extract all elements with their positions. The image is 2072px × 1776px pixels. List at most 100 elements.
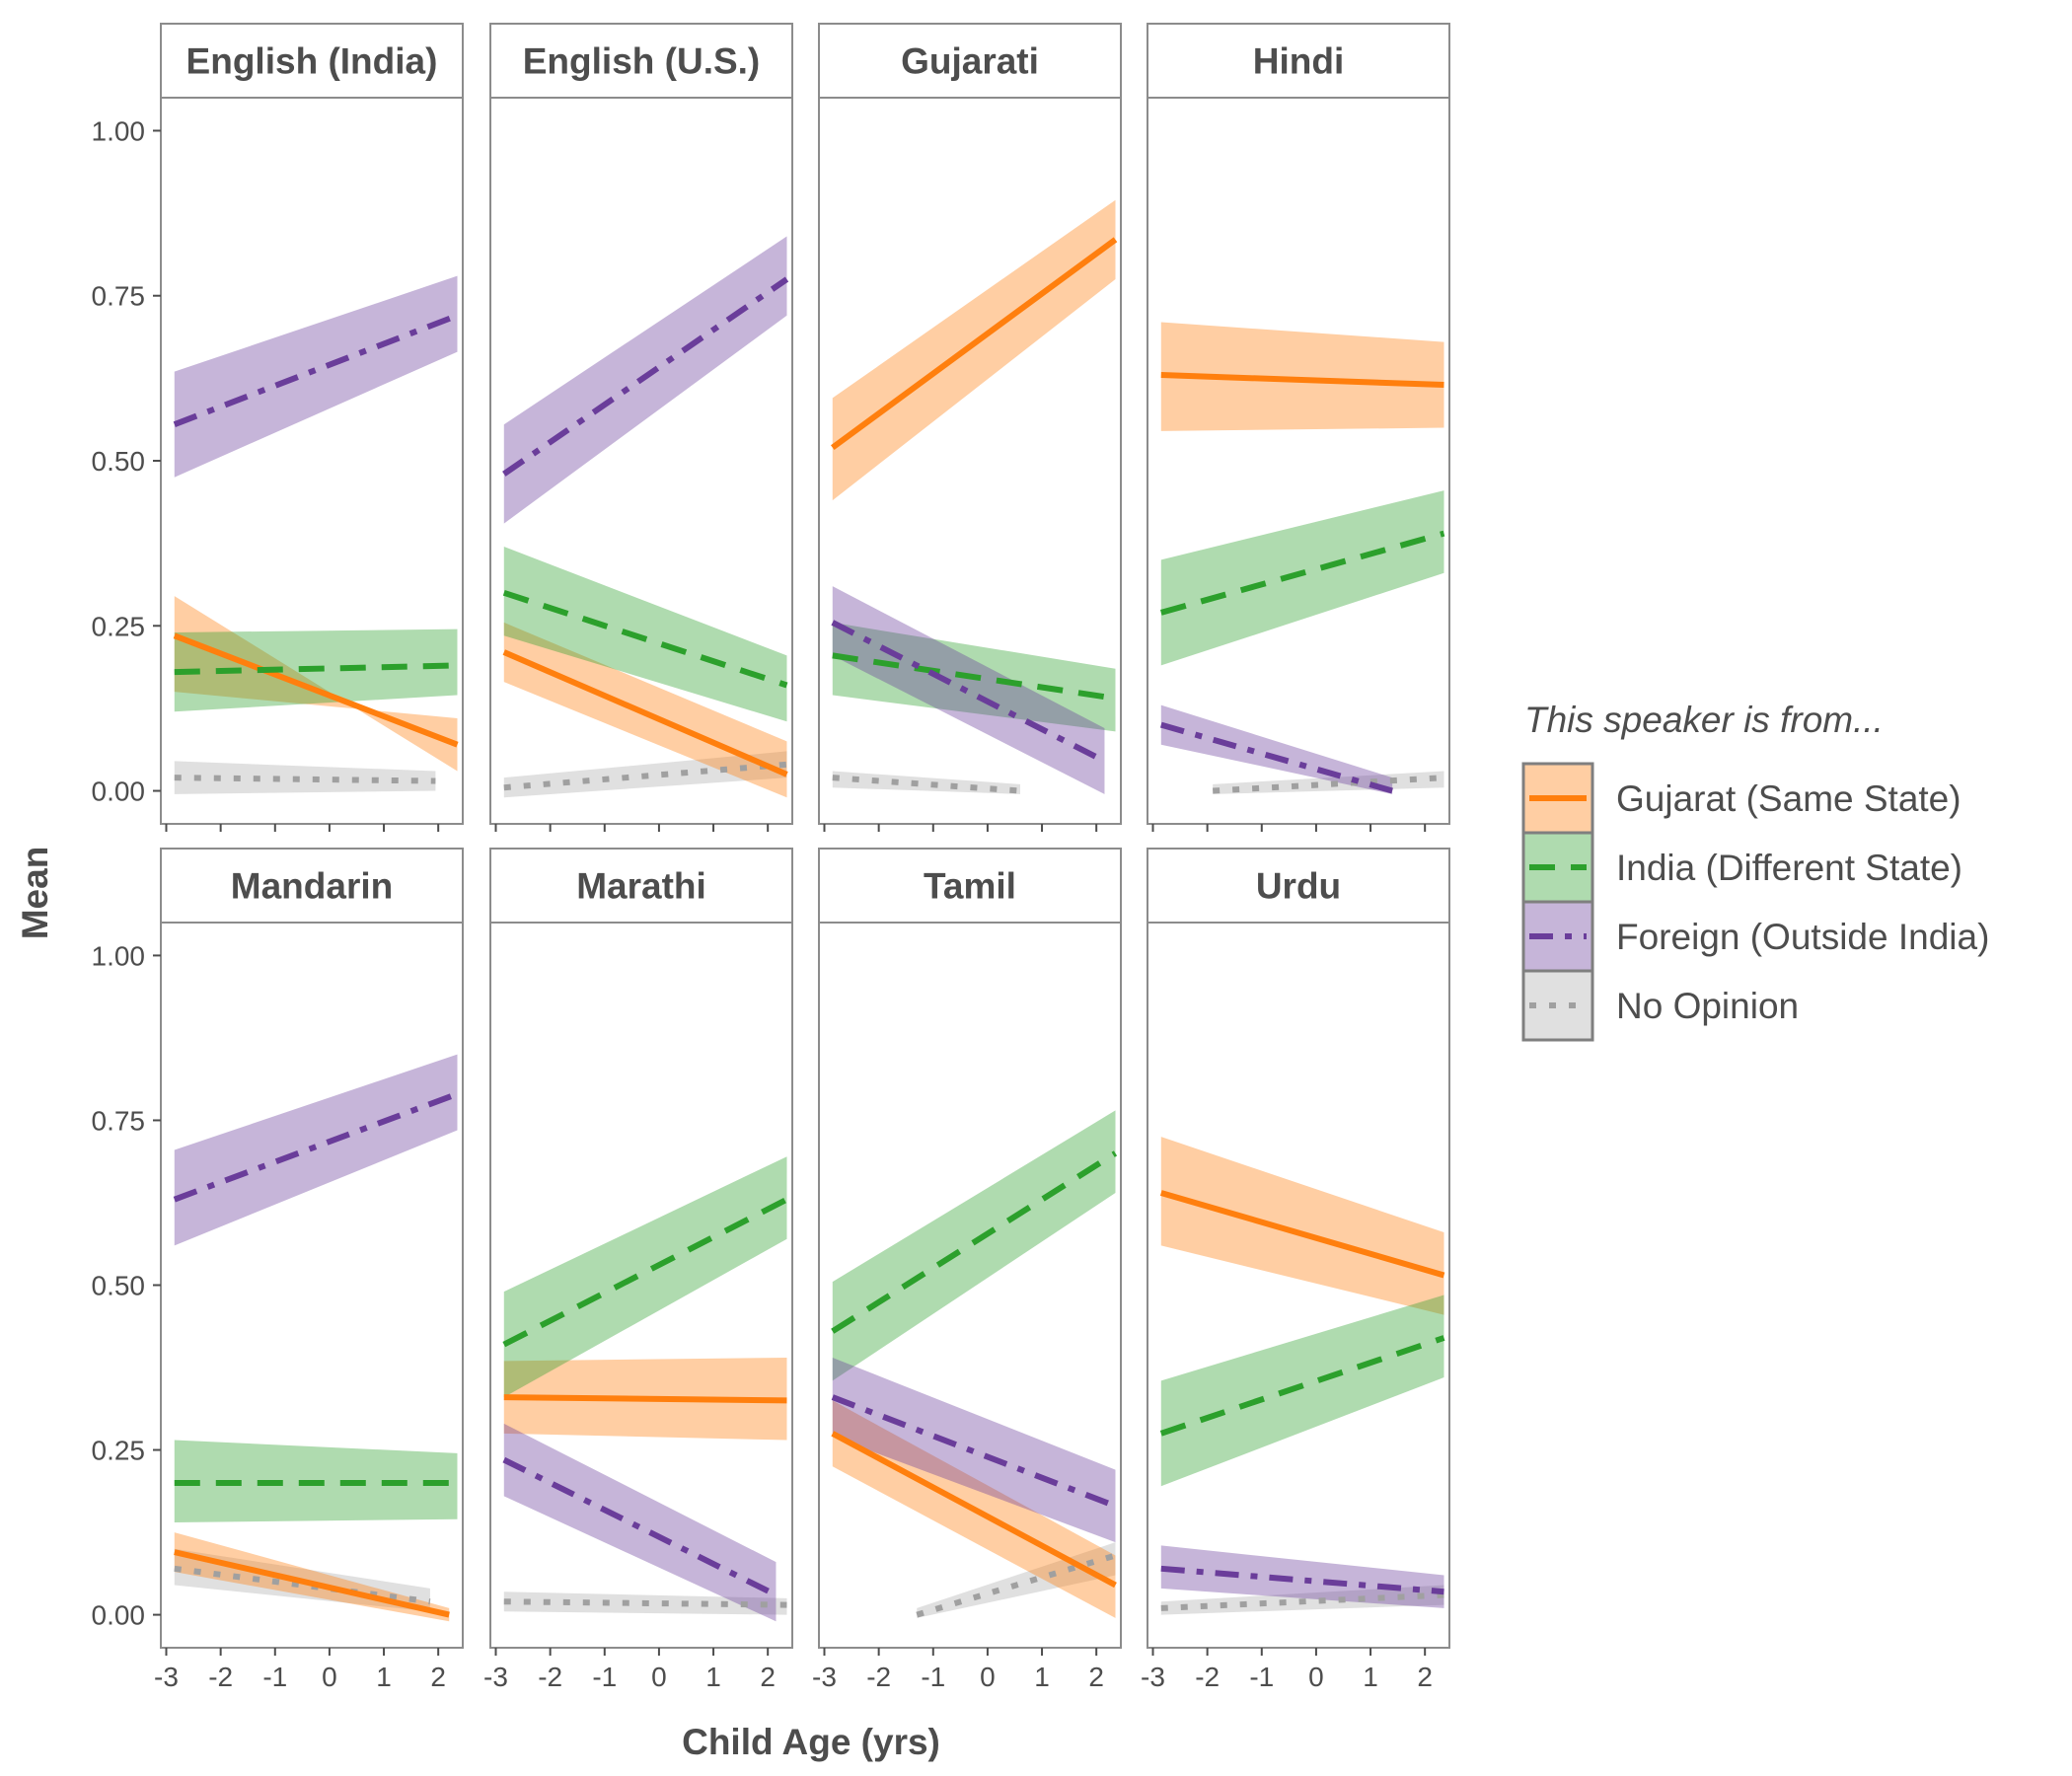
gujarat-confidence-band (503, 622, 787, 798)
x-tick-label: 1 (1034, 1662, 1050, 1692)
y-tick-label: 0.25 (92, 1436, 146, 1466)
panel-content (1159, 1137, 1445, 1615)
india-confidence-band (503, 1156, 787, 1398)
foreign-confidence-band (503, 1423, 777, 1622)
x-tick-label: -2 (208, 1662, 233, 1692)
y-tick-label: 1.00 (92, 940, 146, 971)
foreign-trend-line (831, 620, 1106, 765)
gujarat-trend-line (502, 649, 788, 777)
facet-title: Hindi (1253, 41, 1344, 82)
x-tick-label: -3 (483, 1662, 508, 1692)
facet-title: English (U.S.) (523, 41, 761, 82)
noop-trend-line (503, 1598, 787, 1608)
panel-background (490, 98, 792, 824)
india-confidence-band (503, 546, 787, 722)
legend-item-foreign: Foreign (Outside India) (1521, 900, 1989, 973)
india-confidence-band (832, 1110, 1116, 1381)
x-tick-label: -3 (1141, 1662, 1165, 1692)
india-trend-line (502, 1196, 788, 1348)
gujarat-trend-line (1159, 1190, 1445, 1279)
facet-title: Tamil (924, 866, 1016, 907)
facet-title: English (India) (186, 41, 438, 82)
y-tick-label: 0.25 (92, 611, 146, 641)
x-tick-label: 1 (705, 1662, 721, 1692)
panel-border (818, 97, 1122, 825)
facet-panel: Marathi (489, 848, 793, 1656)
panel-background (161, 923, 463, 1648)
foreign-trend-line (502, 1456, 777, 1598)
facet-strip (818, 848, 1122, 924)
legend-label-foreign: Foreign (Outside India) (1616, 917, 1989, 957)
panels-layer: English (India) English (U.S.) Gujarati Hin… (160, 23, 1450, 1656)
panel-content (173, 1054, 459, 1622)
facet-title: Gujarati (901, 41, 1039, 82)
legend-item-noop: No Opinion (1521, 969, 1799, 1042)
panel-border (1147, 922, 1450, 1649)
y-tick-label: 0.50 (92, 446, 146, 477)
foreign-trend-line (173, 313, 459, 427)
panel-content (1159, 322, 1445, 794)
india-trend-line (832, 652, 1116, 702)
noop-confidence-band (174, 761, 436, 794)
legend-item-gujarat: Gujarat (Same State) (1521, 762, 1961, 835)
panel-background (1147, 98, 1449, 824)
x-tick-label: 1 (376, 1662, 392, 1692)
legend-label-india: India (Different State) (1616, 848, 1962, 888)
legend-label-noop: No Opinion (1616, 986, 1799, 1026)
panel-content (173, 275, 459, 794)
y-tick-label: 0.00 (92, 777, 146, 807)
x-tick-label: -2 (866, 1662, 891, 1692)
facet-title: Mandarin (231, 866, 393, 907)
panel-content (831, 1110, 1118, 1618)
gujarat-confidence-band (1160, 1137, 1444, 1315)
gujarat-confidence-band (174, 596, 458, 772)
facet-strip (160, 23, 464, 99)
y-tick-label: 0.75 (92, 1105, 146, 1136)
panel-border (1147, 97, 1450, 825)
panel-background (490, 923, 792, 1648)
x-tick-label: -3 (154, 1662, 179, 1692)
x-tick-label: 2 (430, 1662, 446, 1692)
x-tick-label: -1 (262, 1662, 287, 1692)
panel-content (831, 199, 1118, 794)
india-trend-line (831, 1150, 1118, 1334)
y-tick-label: 0.00 (92, 1600, 146, 1631)
legend-label-gujarat: Gujarat (Same State) (1616, 778, 1961, 819)
x-tick-label: -1 (1249, 1662, 1274, 1692)
x-tick-label: 0 (651, 1662, 667, 1692)
facet-strip (489, 23, 793, 99)
panel-border (489, 922, 793, 1649)
foreign-confidence-band (832, 586, 1105, 794)
foreign-trend-line (502, 276, 789, 477)
legend-key-foreign (1521, 900, 1594, 973)
facet-strip (489, 848, 793, 924)
x-tick-label: 2 (1417, 1662, 1433, 1692)
y-tick-label: 1.00 (92, 115, 146, 146)
facet-panel: Urdu (1147, 848, 1450, 1656)
facet-title: Marathi (576, 866, 706, 907)
india-confidence-band (1160, 490, 1444, 666)
gujarat-trend-line (831, 1431, 1117, 1589)
facet-strip (160, 848, 464, 924)
foreign-trend-line (1159, 721, 1393, 794)
noop-trend-line (174, 1565, 431, 1605)
gujarat-trend-line (1160, 372, 1444, 389)
panel-border (818, 922, 1122, 1649)
gujarat-confidence-band (832, 199, 1116, 501)
foreign-confidence-band (174, 275, 458, 478)
india-trend-line (502, 589, 788, 689)
foreign-trend-line (1160, 1565, 1444, 1595)
facet-panel: Mandarin (160, 848, 464, 1656)
x-tick-label: -3 (812, 1662, 837, 1692)
gujarat-trend-line (831, 237, 1118, 451)
x-tick-label: 0 (980, 1662, 996, 1692)
facet-panel: English (India) (160, 23, 464, 832)
india-trend-line (1159, 1335, 1445, 1437)
panel-background (819, 98, 1121, 824)
gujarat-trend-line (503, 1394, 787, 1404)
gujarat-trend-line (173, 632, 459, 748)
x-tick-label: -2 (538, 1662, 562, 1692)
noop-trend-line (503, 761, 787, 791)
x-tick-label: 0 (322, 1662, 337, 1692)
